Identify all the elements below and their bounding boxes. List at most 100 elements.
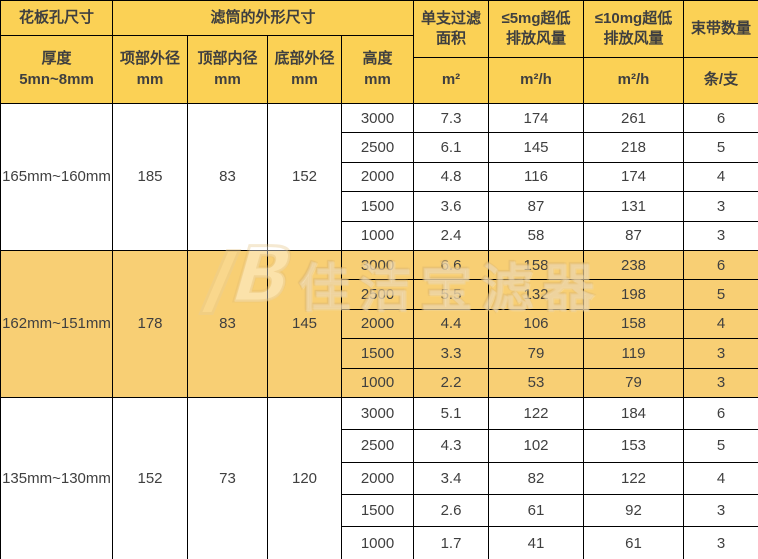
straps-cell: 6	[683, 102, 758, 134]
area-cell: 3.3	[413, 338, 490, 369]
header-le5-line1: ≤5mg超低	[501, 9, 571, 27]
flow5-cell: 158	[488, 249, 585, 281]
hole-size-cell: 135mm~130mm	[0, 396, 113, 559]
flow5-cell: 132	[488, 279, 585, 310]
header-straps: 束带数量	[683, 0, 758, 58]
header-filter-area-line2: 面积	[436, 30, 467, 47]
unit-flow-5mg: m²/h	[488, 57, 585, 104]
flow5-cell: 53	[488, 367, 585, 398]
area-cell: 3.4	[413, 461, 490, 496]
header-le10: ≤10mg超低 排放风量	[583, 0, 685, 58]
flow5-cell: 58	[488, 220, 585, 251]
header-top-od-unit: mm	[136, 70, 164, 88]
area-cell: 2.4	[413, 220, 490, 251]
unit-flow-10mg: m²/h	[583, 57, 685, 104]
height-cell: 1500	[340, 494, 415, 528]
area-cell: 7.3	[413, 102, 490, 134]
flow10-cell: 79	[583, 367, 685, 398]
header-bottom-od-line1: 底部外径	[274, 50, 335, 68]
header-height: 高度 mm	[340, 35, 415, 104]
header-top-id-unit: mm	[214, 70, 241, 88]
straps-cell: 5	[683, 279, 758, 310]
area-cell: 5.5	[413, 279, 490, 310]
area-cell: 5.1	[413, 396, 490, 431]
height-cell: 1000	[340, 367, 415, 398]
top-id-cell: 73	[187, 396, 268, 559]
unit-area: m²	[413, 57, 490, 104]
height-cell: 2000	[340, 308, 415, 340]
height-cell: 1000	[340, 526, 415, 559]
straps-cell: 5	[683, 429, 758, 463]
header-le10-line1: ≤10mg超低	[594, 9, 673, 27]
header-top-od-line1: 项部外径	[119, 50, 180, 68]
straps-cell: 3	[683, 220, 758, 251]
flow5-cell: 87	[488, 191, 585, 222]
flow10-cell: 131	[583, 191, 685, 222]
straps-cell: 5	[683, 132, 758, 163]
top-od-cell: 152	[112, 396, 188, 559]
header-height-unit: mm	[364, 70, 391, 88]
header-thickness-line1: 厚度	[41, 50, 72, 68]
height-cell: 3000	[340, 396, 415, 431]
area-cell: 6.6	[413, 249, 490, 281]
flow10-cell: 122	[583, 461, 685, 496]
header-top-od: 项部外径 mm	[112, 35, 188, 104]
flow5-cell: 145	[488, 132, 585, 163]
area-cell: 4.3	[413, 429, 490, 463]
height-cell: 3000	[340, 102, 415, 134]
height-cell: 1500	[340, 338, 415, 369]
flow5-cell: 61	[488, 494, 585, 528]
flow10-cell: 153	[583, 429, 685, 463]
area-cell: 3.6	[413, 191, 490, 222]
straps-cell: 3	[683, 526, 758, 559]
header-le5-line2: 排放风量	[506, 30, 567, 47]
header-le10-line2: 排放风量	[603, 30, 664, 47]
header-outer-dims: 滤筒的外形尺寸	[111, 0, 415, 36]
straps-cell: 3	[683, 494, 758, 528]
flow5-cell: 106	[488, 308, 585, 340]
straps-cell: 3	[683, 338, 758, 369]
area-cell: 6.1	[413, 132, 490, 163]
height-cell: 1000	[340, 220, 415, 251]
straps-cell: 4	[683, 461, 758, 496]
hole-size-cell: 162mm~151mm	[0, 249, 113, 398]
flow5-cell: 41	[488, 526, 585, 559]
header-thickness-line2: 5mn~8mm	[19, 70, 94, 88]
flow5-cell: 122	[488, 396, 585, 431]
area-cell: 2.2	[413, 367, 490, 398]
header-le5: ≤5mg超低 排放风量	[488, 0, 585, 58]
header-bottom-od-unit: mm	[291, 70, 318, 88]
hole-size-cell: 165mm~160mm	[0, 103, 113, 251]
header-hole-size: 花板孔尺寸	[0, 0, 113, 36]
header-height-line1: 高度	[362, 50, 393, 68]
bottom-od-cell: 120	[267, 396, 342, 559]
straps-cell: 3	[683, 367, 758, 398]
header-filter-area: 单支过滤 面积	[413, 0, 490, 58]
flow5-cell: 102	[488, 429, 585, 463]
header-bottom-od: 底部外径 mm	[267, 35, 342, 104]
header-top-id: 顶部内径 mm	[187, 35, 268, 104]
flow10-cell: 61	[583, 526, 685, 559]
flow10-cell: 218	[583, 132, 685, 163]
height-cell: 2500	[340, 429, 415, 463]
bottom-od-cell: 152	[267, 103, 342, 251]
height-cell: 2000	[340, 161, 415, 193]
height-cell: 1500	[340, 191, 415, 222]
top-id-cell: 83	[187, 103, 268, 251]
flow10-cell: 119	[583, 338, 685, 369]
flow10-cell: 238	[583, 249, 685, 281]
straps-cell: 6	[683, 249, 758, 281]
straps-cell: 3	[683, 191, 758, 222]
flow10-cell: 198	[583, 279, 685, 310]
area-cell: 2.6	[413, 494, 490, 528]
header-top-id-line1: 顶部内径	[197, 50, 258, 68]
flow10-cell: 261	[583, 102, 685, 134]
top-id-cell: 83	[187, 249, 268, 398]
flow10-cell: 158	[583, 308, 685, 340]
straps-cell: 6	[683, 396, 758, 431]
flow5-cell: 82	[488, 461, 585, 496]
bottom-od-cell: 145	[267, 249, 342, 398]
header-filter-area-line1: 单支过滤	[421, 9, 482, 27]
